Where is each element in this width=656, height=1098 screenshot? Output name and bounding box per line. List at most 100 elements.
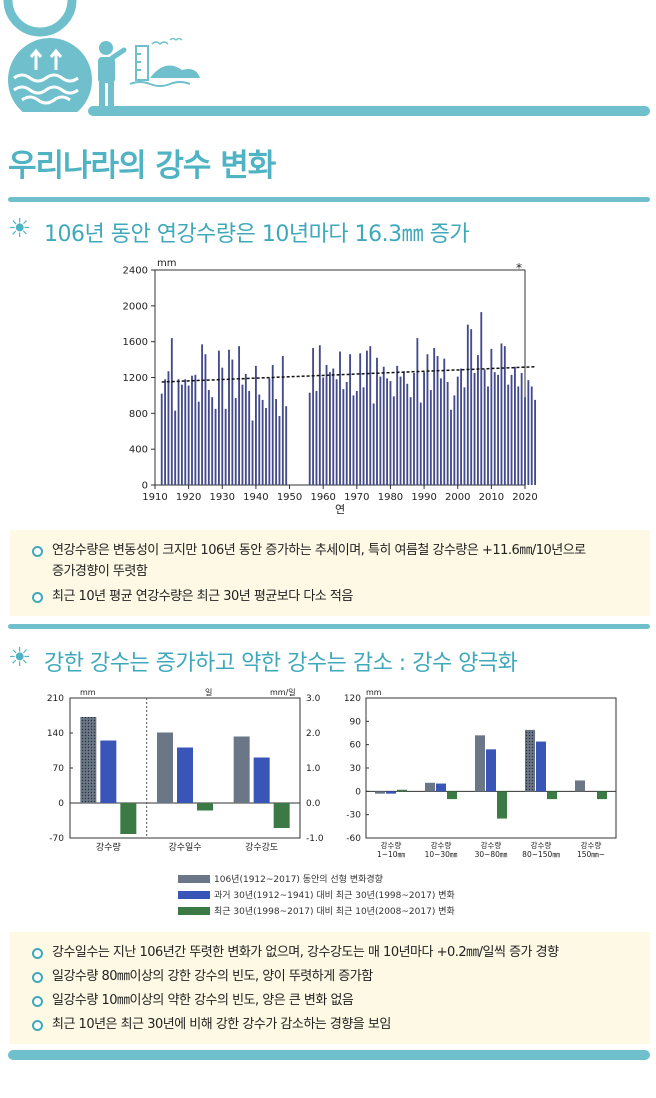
bar <box>406 383 409 485</box>
bar <box>174 410 177 485</box>
bar <box>224 408 227 485</box>
bar <box>355 390 358 485</box>
trend-line <box>161 366 536 383</box>
bar <box>281 356 284 485</box>
bar <box>214 408 217 485</box>
bullet-item-continued: 증가경향이 뚜렷함 <box>52 564 148 579</box>
x-tick-label: 1990 <box>411 492 436 503</box>
bar <box>409 397 412 485</box>
bullet-icon <box>32 996 43 1007</box>
bar <box>167 371 170 485</box>
bar <box>386 791 396 794</box>
bar <box>191 375 193 485</box>
bullet-item: 최근 10년 평균 연강수량은 최근 30년 평균보다 다소 적음 <box>32 588 353 606</box>
bar <box>486 749 496 792</box>
y-tick-label: 0 <box>355 787 361 797</box>
bar <box>517 386 520 485</box>
y-right-tick-label: 1.0 <box>306 764 321 774</box>
bar <box>201 344 204 485</box>
bar <box>423 372 426 485</box>
bar <box>476 355 479 485</box>
x-tick-label: 1950 <box>277 492 302 503</box>
bar <box>251 420 254 485</box>
x-tick-label: 강수량 <box>96 841 121 853</box>
bar <box>413 373 415 485</box>
x-tick-label: 강수량 <box>481 840 502 850</box>
bar <box>335 379 338 485</box>
bar <box>187 385 190 485</box>
x-tick-label: 강수강도 <box>245 842 278 853</box>
bullet-item: 연강수량은 변동성이 크지만 106년 동안 증가하는 추세이며, 특히 여름철… <box>32 542 656 560</box>
bar <box>436 356 439 485</box>
y-tick-label: 0 <box>58 799 64 809</box>
bar <box>376 357 378 485</box>
bar <box>362 387 365 485</box>
bar <box>426 354 429 485</box>
x-tick-sublabel: 80~150㎜ <box>522 850 560 859</box>
bar <box>217 350 220 485</box>
bar <box>318 345 321 485</box>
x-axis-label: 연 <box>335 503 345 516</box>
bar <box>238 346 241 485</box>
bar <box>524 397 526 485</box>
bullet-item: 강수일수는 지난 106년간 뚜렷한 변화가 없으며, 강수강도는 매 10년마… <box>32 944 559 962</box>
y-tick-label: 140 <box>47 729 64 739</box>
bar <box>460 368 463 485</box>
bar <box>525 729 535 792</box>
y-tick-label: 2000 <box>123 301 148 312</box>
x-tick-label: 강수일수 <box>168 842 201 853</box>
y-tick-label: 210 <box>47 694 64 704</box>
bar <box>332 368 335 485</box>
bar <box>473 373 476 485</box>
bullet-icon <box>32 592 43 603</box>
x-tick-label: 강수량 <box>381 840 402 850</box>
bar <box>369 346 372 485</box>
bar <box>443 358 446 485</box>
bar <box>536 741 546 792</box>
y-unit-label: mm <box>80 688 96 697</box>
bar <box>425 782 435 792</box>
bullet-item: 일강수량 10㎜이상의 약한 강수의 빈도, 양은 큰 변화 없음 <box>32 992 354 1010</box>
bar <box>268 378 271 485</box>
bar <box>241 384 244 485</box>
bar <box>244 373 247 485</box>
bullet-item: 최근 10년은 최근 30년에 비해 강한 강수가 감소하는 경향을 보임 <box>32 1016 391 1034</box>
bar <box>534 399 537 485</box>
bar <box>184 379 187 485</box>
bar <box>480 312 483 485</box>
y-tick-label: 1600 <box>123 337 148 348</box>
bar <box>233 736 250 803</box>
x-tick-label: 강수량 <box>531 840 552 850</box>
bar <box>456 376 459 485</box>
bar <box>253 757 270 803</box>
bar <box>180 384 183 485</box>
bar <box>375 791 385 794</box>
y-tick-label: 90 <box>350 717 362 727</box>
bar <box>221 367 224 485</box>
right-unit-label: mm/일 <box>270 688 296 697</box>
y-tick-label: 800 <box>129 409 148 420</box>
bar <box>194 374 197 485</box>
section-heading-2: 강한 강수는 증가하고 약한 강수는 감소 : 강수 양극화 <box>44 651 518 676</box>
bar <box>258 394 261 485</box>
bar <box>228 349 230 485</box>
bar <box>164 379 167 485</box>
bullet-icon <box>32 546 43 557</box>
bar <box>207 390 210 485</box>
bar <box>312 347 315 485</box>
bar <box>503 346 506 485</box>
bar <box>446 381 449 485</box>
bar <box>447 791 457 800</box>
footer-divider <box>8 1050 650 1060</box>
annual-precipitation-chart: 0 400 800 1200 1600 2000 2400 1910 1920 1930 1940 1… <box>123 258 538 516</box>
bar <box>510 374 513 485</box>
y-tick-label: 70 <box>53 764 65 774</box>
bar <box>500 343 503 485</box>
x-tick-label: 강수량 <box>431 840 452 850</box>
bar <box>325 364 328 485</box>
significance-marker: * <box>516 261 522 275</box>
y-tick-label: 2400 <box>123 266 148 277</box>
sun-icon: ☀ <box>8 214 32 244</box>
bar <box>234 398 237 485</box>
bar <box>399 376 402 485</box>
